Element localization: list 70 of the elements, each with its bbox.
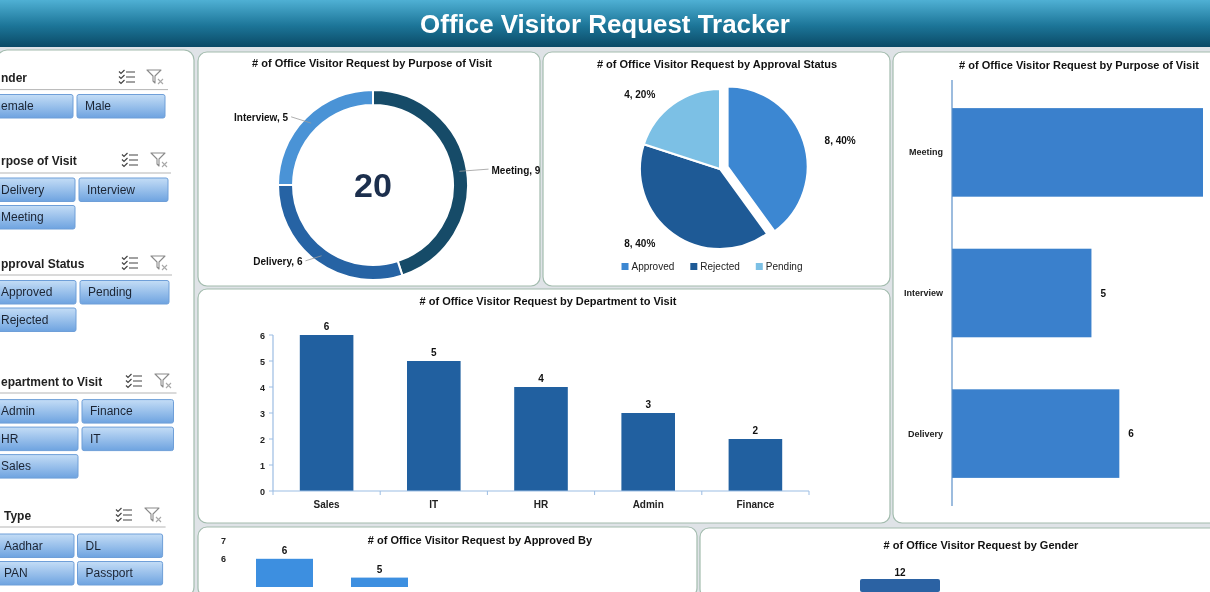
data-label: 5: [431, 347, 438, 358]
data-label: 5: [1100, 287, 1107, 299]
text: Meeting: [1, 210, 44, 225]
x-tick-label: Sales: [313, 499, 341, 510]
bar: [299, 335, 354, 491]
data-label: 6: [281, 544, 288, 556]
data-label: 2: [752, 425, 759, 436]
text: Interview: [87, 182, 136, 197]
data-label: 4, 20%: [624, 89, 656, 101]
text: nder: [1, 70, 28, 85]
text: emale: [1, 99, 35, 114]
y-tick-label: Delivery: [907, 428, 943, 439]
text: Delivery: [1, 182, 45, 197]
bar: [621, 413, 675, 491]
y-tick-label: 0: [259, 486, 265, 497]
chart-title: # of Office Visitor Request by Department to Visit: [419, 295, 677, 307]
text: rpose of Visit: [1, 153, 77, 168]
data-label: 5: [376, 563, 383, 575]
y-tick-label: 2: [259, 434, 265, 445]
text: PAN: [4, 566, 28, 581]
text: DL: [85, 538, 102, 553]
data-label: Meeting, 9: [491, 164, 541, 176]
text: 12: [894, 567, 906, 578]
text: Admin: [1, 404, 36, 419]
data-label: Interview, 5: [234, 112, 289, 124]
bar: [407, 361, 461, 491]
bar: [728, 439, 783, 491]
text: Pending: [88, 285, 133, 300]
legend-label: Pending: [765, 261, 803, 272]
text: HR: [1, 431, 19, 446]
x-tick-label: IT: [429, 499, 439, 510]
y-tick-label: 4: [259, 382, 265, 393]
data-label: 3: [645, 399, 652, 410]
chart-title: # of Office Visitor Request by Approval Status: [596, 58, 838, 70]
x-tick-label: Finance: [736, 499, 775, 510]
text: epartment to Visit: [1, 374, 103, 389]
y-tick-label: 5: [259, 356, 265, 367]
bar: [514, 387, 568, 491]
x-tick-label: Admin: [632, 499, 664, 510]
x-tick-label: HR: [533, 499, 549, 510]
chart-title: # of Office Visitor Request by Purpose of Visit: [959, 59, 1200, 71]
y-tick-label: Meeting: [908, 147, 943, 158]
legend-label: Approved: [631, 261, 675, 272]
legend-label: Rejected: [700, 261, 740, 272]
chart-title: # of Office Visitor Request by Purpose of Visit: [252, 57, 493, 69]
text: Passport: [85, 566, 134, 581]
data-label: 8, 40%: [824, 135, 856, 147]
text: pproval Status: [1, 256, 85, 271]
text: Sales: [1, 459, 32, 474]
y-tick-label: 6: [259, 330, 265, 341]
text: Type: [4, 508, 32, 523]
text: Office Visitor Request Tracker: [420, 10, 790, 39]
y-tick-label: 1: [259, 460, 265, 471]
text: # of Office Visitor Request by Gender: [883, 539, 1080, 551]
text: 20: [354, 166, 392, 204]
y-tick-label: Interview: [903, 288, 944, 298]
data-label: 6: [1128, 428, 1135, 440]
text: Rejected: [1, 312, 49, 327]
data-label: 6: [323, 321, 330, 332]
text: Finance: [90, 404, 134, 419]
text: IT: [90, 431, 102, 446]
text: Male: [85, 99, 112, 114]
data-label: 8, 40%: [624, 237, 656, 249]
y-tick-label: 7: [220, 535, 226, 546]
data-label: Delivery, 6: [253, 256, 303, 268]
y-tick-label: 3: [259, 408, 265, 419]
data-label: 4: [538, 373, 545, 384]
text: Aadhar: [4, 538, 43, 553]
text: Approved: [1, 285, 53, 300]
text: # of Office Visitor Request by Approved By: [367, 534, 594, 546]
